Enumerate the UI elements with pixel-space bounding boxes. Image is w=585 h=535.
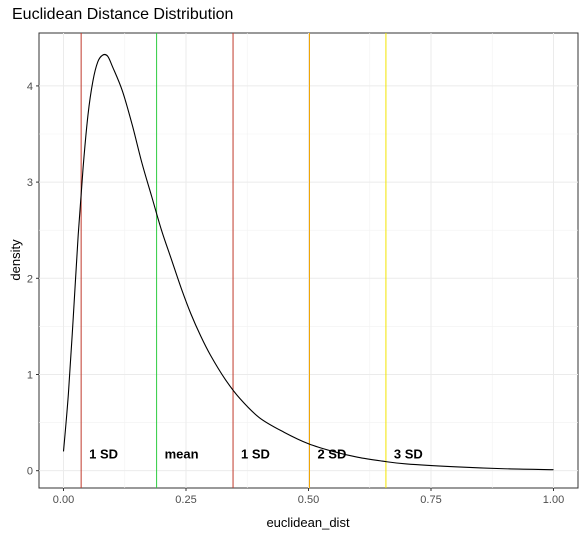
reference-label: 1 SD bbox=[241, 446, 270, 461]
x-axis-title: euclidean_dist bbox=[266, 515, 350, 530]
reference-label: 3 SD bbox=[394, 446, 423, 461]
x-axis-ticks: 0.00 0.25 0.50 0.75 1.00 bbox=[53, 488, 564, 506]
x-tick-label: 0.25 bbox=[175, 494, 196, 506]
x-tick-label: 1.00 bbox=[543, 494, 564, 506]
y-tick-label: 3 bbox=[27, 177, 33, 189]
y-tick-label: 0 bbox=[27, 466, 33, 478]
density-curve bbox=[62, 53, 554, 471]
y-axis-title: density bbox=[8, 239, 23, 281]
grid-lines bbox=[39, 33, 578, 488]
x-tick-label: 0.75 bbox=[420, 494, 441, 506]
x-tick-label: 0.50 bbox=[298, 494, 319, 506]
y-axis-ticks: 0 1 2 3 4 bbox=[27, 81, 39, 478]
reference-label: mean bbox=[165, 446, 199, 461]
y-tick-label: 1 bbox=[27, 369, 33, 381]
reference-labels: 1 SD mean 1 SD 2 SD 3 SD bbox=[89, 446, 423, 461]
y-tick-label: 4 bbox=[27, 81, 33, 93]
x-tick-label: 0.00 bbox=[53, 494, 74, 506]
y-tick-label: 2 bbox=[27, 273, 33, 285]
reference-label: 1 SD bbox=[89, 446, 118, 461]
chart-title: Euclidean Distance Distribution bbox=[12, 6, 234, 23]
reference-label: 2 SD bbox=[317, 446, 346, 461]
density-curve-group bbox=[62, 53, 554, 471]
reference-lines bbox=[80, 33, 387, 488]
